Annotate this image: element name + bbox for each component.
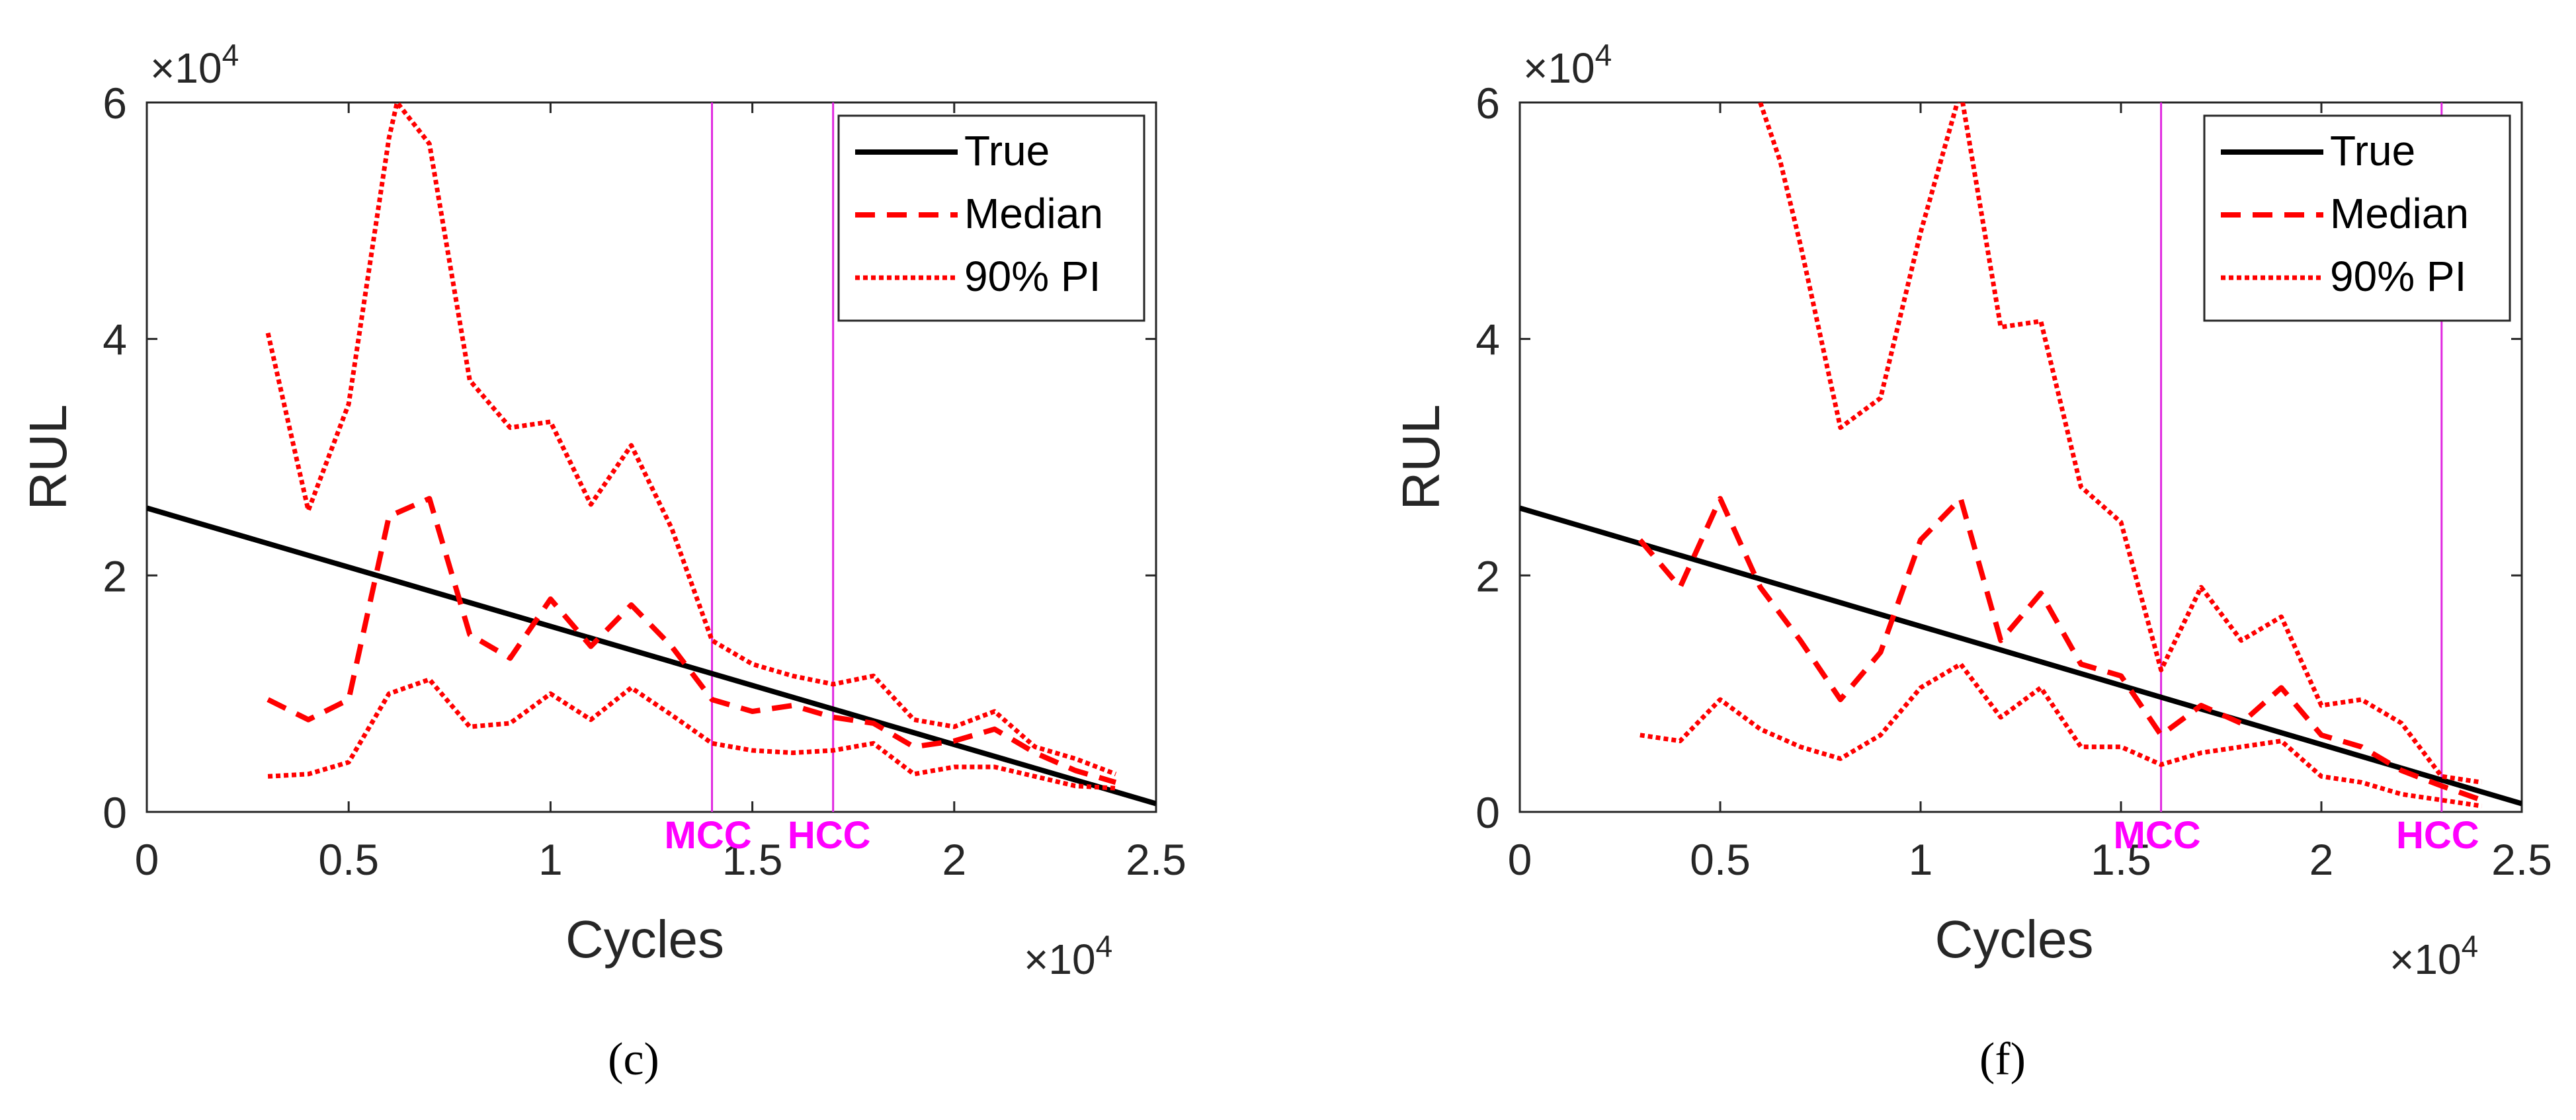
panel-caption: (f)	[1979, 1034, 2026, 1085]
x-axis-label: Cycles	[565, 910, 724, 969]
y-tick-label: 0	[103, 788, 127, 837]
series-true	[147, 505, 1156, 807]
series-median	[1638, 496, 2483, 803]
y-axis-label: RUL	[19, 404, 77, 510]
legend-label: True	[964, 127, 1050, 175]
threshold-label-mcc: MCC	[665, 814, 752, 857]
x-tick-label: 0.5	[318, 835, 379, 884]
x-exponent-power: 4	[1096, 929, 1113, 963]
axes-box	[145, 101, 1157, 813]
series-90-pi-lower	[1640, 662, 2482, 809]
x-tick-label: 2	[2309, 835, 2334, 884]
y-tick-label: 4	[1475, 315, 1500, 364]
threshold-label-hcc: HCC	[788, 814, 871, 857]
y-exponent-power: 4	[222, 38, 239, 72]
y-tick-label: 0	[1475, 788, 1500, 837]
y-tick-label: 6	[103, 79, 127, 128]
series-90-pi-lower	[267, 677, 1116, 791]
x-tick-label: 2	[942, 835, 966, 884]
y-tick-label: 6	[1475, 79, 1500, 128]
threshold-label-mcc: MCC	[2114, 814, 2201, 857]
y-tick-label: 4	[103, 315, 127, 364]
x-tick-label: 2.5	[2491, 835, 2552, 884]
legend-label: 90% PI	[964, 253, 1101, 300]
series-90-pi-upper	[265, 102, 1117, 777]
y-tick-label: 2	[1475, 551, 1500, 600]
series-90-pi-upper	[1758, 102, 2482, 785]
plot-area	[1520, 102, 2522, 809]
x-tick-label: 0	[135, 835, 159, 884]
x-exponent-power: 4	[2462, 929, 2479, 963]
y-exponent-power: 4	[1595, 38, 1612, 72]
legend-label: True	[2330, 127, 2415, 175]
x-tick-label: 2.5	[1126, 835, 1186, 884]
x-tick-label: 0	[1508, 835, 1532, 884]
x-tick-label: 0.5	[1690, 835, 1751, 884]
threshold-label-hcc: HCC	[2396, 814, 2479, 857]
x-tick-label: 1.5	[722, 835, 783, 884]
legend-label: Median	[964, 190, 1103, 237]
legend-label: Median	[2330, 190, 2469, 237]
x-tick-label: 1	[1909, 835, 1933, 884]
x-tick-label: 1	[538, 835, 563, 884]
series-median	[267, 496, 1117, 785]
x-tick-label: 1.5	[2091, 835, 2151, 884]
panel-caption: (c)	[608, 1034, 659, 1085]
y-tick-label: 2	[103, 551, 127, 600]
axes-box	[1518, 101, 2523, 813]
y-axis-label: RUL	[1392, 404, 1450, 510]
x-axis-label: Cycles	[1934, 910, 2093, 969]
legend-label: 90% PI	[2330, 253, 2466, 300]
series-true	[1520, 505, 2522, 807]
plot-area	[147, 102, 1156, 807]
x-exponent-label: ×104	[2389, 929, 2478, 983]
